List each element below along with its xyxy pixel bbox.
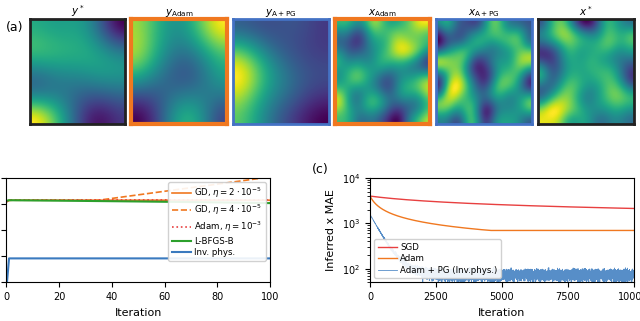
X-axis label: Iteration: Iteration: [478, 308, 525, 318]
GD, $\eta = 2 \cdot 10^{-5}$: [189, 198, 197, 202]
Title: $x_{\mathrm{A+PG}}$: $x_{\mathrm{A+PG}}$: [468, 7, 500, 19]
Line: SGD: SGD: [370, 196, 634, 208]
Title: $y^*$: $y^*$: [70, 4, 84, 19]
Legend: SGD, Adam, Adam + PG (Inv.phys.): SGD, Adam, Adam + PG (Inv.phys.): [374, 239, 501, 278]
Text: (a): (a): [6, 22, 24, 34]
Adam, $\eta = 10^{-3}$: [189, 198, 197, 202]
Inv. phys.: [24, 256, 31, 260]
Inv. phys.: [163, 256, 171, 260]
Line: Inv. phys.: Inv. phys.: [6, 258, 270, 289]
Inv. phys.: [3, 287, 10, 291]
SGD: [545, 204, 552, 208]
Inv. phys.: [266, 256, 274, 260]
Line: Adam + PG (Inv.phys.): Adam + PG (Inv.phys.): [370, 214, 634, 287]
Inv. phys.: [189, 256, 197, 260]
Text: (c): (c): [312, 163, 329, 176]
GD, $\eta = 4 \cdot 10^{-5}$: [161, 189, 168, 193]
Adam: [418, 220, 426, 224]
Adam, $\eta = 10^{-3}$: [8, 198, 15, 202]
Adam + PG (Inv.phys.): [470, 285, 478, 289]
Y-axis label: Inferred x MAE: Inferred x MAE: [326, 189, 336, 271]
Inv. phys.: [127, 256, 134, 260]
Line: GD, $\eta = 4 \cdot 10^{-5}$: GD, $\eta = 4 \cdot 10^{-5}$: [6, 177, 270, 202]
SGD: [630, 206, 637, 210]
Line: L-BFGS-B: L-BFGS-B: [6, 200, 270, 203]
SGD: [366, 194, 374, 198]
L-BFGS-B: [266, 201, 274, 205]
L-BFGS-B: [189, 200, 197, 204]
Adam, $\eta = 10^{-3}$: [3, 200, 10, 204]
Adam: [486, 229, 494, 232]
GD, $\eta = 2 \cdot 10^{-5}$: [266, 198, 274, 202]
Adam + PG (Inv.phys.): [548, 268, 556, 272]
GD, $\eta = 2 \cdot 10^{-5}$: [3, 200, 10, 204]
L-BFGS-B: [24, 198, 31, 202]
Adam: [520, 229, 528, 232]
GD, $\eta = 2 \cdot 10^{-5}$: [71, 198, 79, 202]
Adam + PG (Inv.phys.): [630, 276, 637, 280]
GD, $\eta = 4 \cdot 10^{-5}$: [3, 200, 10, 204]
L-BFGS-B: [163, 200, 171, 204]
Title: $x^*$: $x^*$: [579, 5, 593, 19]
Inv. phys.: [5, 256, 13, 260]
L-BFGS-B: [203, 200, 211, 204]
Line: GD, $\eta = 2 \cdot 10^{-5}$: GD, $\eta = 2 \cdot 10^{-5}$: [6, 200, 270, 202]
GD, $\eta = 2 \cdot 10^{-5}$: [127, 198, 134, 202]
Adam, $\eta = 10^{-3}$: [127, 198, 134, 202]
Adam: [393, 214, 401, 218]
Adam, $\eta = 10^{-3}$: [266, 198, 274, 202]
Adam, $\eta = 10^{-3}$: [203, 198, 211, 202]
Adam + PG (Inv.phys.): [545, 272, 552, 276]
Adam: [366, 194, 374, 198]
L-BFGS-B: [71, 199, 79, 203]
Adam + PG (Inv.phys.): [393, 255, 401, 259]
GD, $\eta = 2 \cdot 10^{-5}$: [203, 198, 211, 202]
GD, $\eta = 2 \cdot 10^{-5}$: [163, 198, 171, 202]
Adam, $\eta = 10^{-3}$: [24, 198, 31, 202]
Legend: GD, $\eta = 2 \cdot 10^{-5}$, GD, $\eta = 4 \cdot 10^{-5}$, Adam, $\eta = 10^{-3: GD, $\eta = 2 \cdot 10^{-5}$, GD, $\eta …: [168, 182, 266, 261]
Title: $y_{\mathrm{Adam}}$: $y_{\mathrm{Adam}}$: [164, 7, 193, 19]
Inv. phys.: [71, 256, 79, 260]
Line: Adam: Adam: [370, 196, 634, 230]
Adam + PG (Inv.phys.): [418, 272, 426, 275]
Adam, $\eta = 10^{-3}$: [71, 198, 79, 202]
GD, $\eta = 2 \cdot 10^{-5}$: [8, 198, 15, 202]
GD, $\eta = 4 \cdot 10^{-5}$: [200, 184, 208, 188]
Adam + PG (Inv.phys.): [520, 271, 528, 274]
SGD: [520, 204, 528, 207]
Adam + PG (Inv.phys.): [366, 213, 374, 216]
Adam: [545, 229, 552, 232]
GD, $\eta = 4 \cdot 10^{-5}$: [21, 198, 29, 202]
SGD: [418, 199, 426, 203]
X-axis label: Iteration: Iteration: [115, 308, 162, 318]
GD, $\eta = 4 \cdot 10^{-5}$: [266, 175, 274, 179]
Line: Adam, $\eta = 10^{-3}$: Adam, $\eta = 10^{-3}$: [6, 200, 270, 202]
Adam: [630, 229, 637, 232]
GD, $\eta = 2 \cdot 10^{-5}$: [24, 198, 31, 202]
SGD: [617, 206, 625, 210]
SGD: [393, 197, 401, 201]
L-BFGS-B: [5, 198, 13, 202]
Adam, $\eta = 10^{-3}$: [163, 198, 171, 202]
Adam + PG (Inv.phys.): [617, 270, 625, 274]
SGD: [548, 204, 556, 208]
Title: $y_{\mathrm{A+PG}}$: $y_{\mathrm{A+PG}}$: [265, 7, 296, 19]
Adam + PG (Inv.phys.): [366, 213, 374, 217]
Adam: [617, 229, 625, 232]
GD, $\eta = 4 \cdot 10^{-5}$: [124, 194, 131, 198]
Inv. phys.: [203, 256, 211, 260]
GD, $\eta = 4 \cdot 10^{-5}$: [68, 198, 76, 202]
Adam: [548, 229, 556, 232]
Title: $x_{\mathrm{Adam}}$: $x_{\mathrm{Adam}}$: [368, 7, 397, 19]
L-BFGS-B: [127, 199, 134, 203]
L-BFGS-B: [3, 199, 10, 203]
GD, $\eta = 4 \cdot 10^{-5}$: [187, 186, 195, 190]
